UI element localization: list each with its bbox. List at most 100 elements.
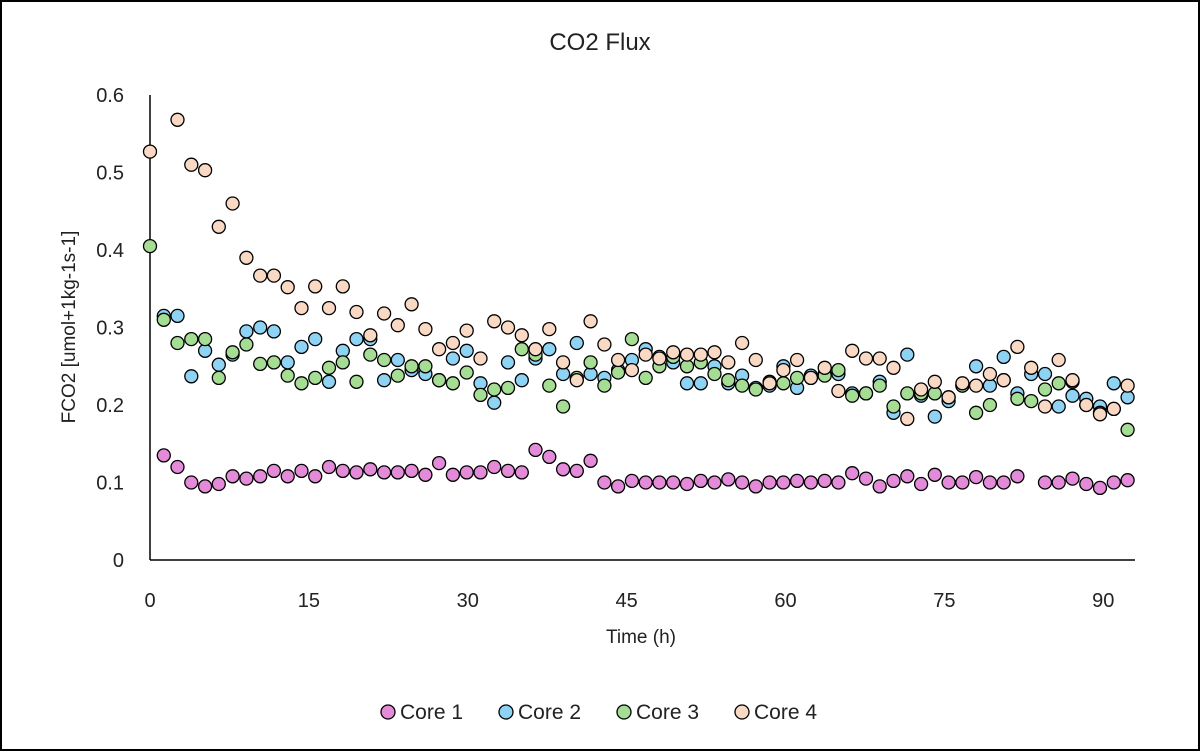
data-point [211,219,226,234]
data-point [404,359,419,374]
data-point [294,463,309,479]
data-point [831,362,846,378]
data-point [1065,388,1080,403]
data-point [528,342,543,357]
data-point [253,469,268,484]
data-point [858,471,874,486]
data-point [721,472,736,487]
data-point [610,352,626,368]
data-point [1079,476,1094,492]
data-point [459,343,474,358]
data-point [542,321,557,337]
data-point [1079,397,1094,413]
data-point [225,345,240,360]
data-point [487,382,502,397]
chart-title: CO2 Flux [549,29,650,56]
data-point [817,360,832,375]
data-point [266,355,282,370]
y-tick-label: 0.1 [96,473,124,495]
data-point [597,475,612,490]
data-point [335,463,350,479]
data-point [858,386,874,401]
y-axis-title: FCO2 [umol+1kg-1s-1] [59,231,80,424]
data-point [610,365,626,380]
data-point [294,300,309,316]
data-point [872,378,887,393]
data-point [1024,360,1039,375]
data-point [500,320,516,335]
data-point [500,463,516,479]
data-point [335,355,350,370]
data-point [170,335,185,351]
data-point [294,376,309,391]
data-point [583,314,598,329]
data-point [748,352,763,368]
data-point [445,376,461,391]
data-point [376,373,392,388]
data-point [858,351,874,366]
data-point [1065,373,1080,388]
data-point [955,475,970,490]
data-point [583,355,598,370]
data-point [239,324,254,339]
x-axis-ticks: 0 15 30 45 60 75 90 [144,590,1114,612]
data-point [473,387,488,403]
data-point [1010,391,1025,406]
data-point [734,475,750,490]
data-point [569,463,584,479]
data-point [253,356,268,372]
data-point [211,476,226,492]
legend-marker [616,704,632,720]
data-point [886,473,901,489]
data-point [335,279,350,294]
data-point [624,331,640,347]
data-point [872,351,887,366]
data-point [280,368,295,383]
data-point [707,475,722,490]
x-tick-label: 90 [1092,590,1114,612]
data-point [831,475,846,490]
data-point [142,238,158,254]
data-point [748,382,763,397]
data-point [1106,376,1121,391]
data-point [445,335,461,351]
data-point [1120,378,1135,393]
data-point [941,475,956,490]
data-point [253,268,268,283]
data-point [927,374,942,389]
data-point [624,362,640,378]
legend-label: Core 2 [518,701,581,724]
data-point [239,250,254,265]
data-point [900,411,915,427]
data-point [583,453,598,468]
data-point [624,473,640,489]
data-point [184,157,199,172]
data-point [487,314,502,329]
data-point [1051,376,1066,391]
legend: Core 1 Core 2 Core 3 Core 4 [380,701,817,724]
legend-marker [380,704,396,720]
data-point [349,374,364,389]
data-point [1037,399,1053,414]
data-point [762,376,777,391]
data-point [197,163,213,178]
legend-item: Core 3 [616,701,699,724]
data-point [707,345,722,360]
data-point [707,366,722,382]
data-point [845,466,860,481]
data-point [941,390,956,405]
legend-item: Core 4 [734,701,817,724]
data-point [363,347,378,362]
data-point [982,397,998,413]
data-point [170,112,185,127]
data-point [982,366,998,382]
data-point [390,352,405,368]
x-tick-label: 60 [774,590,796,612]
data-point [445,467,461,482]
data-point [638,475,653,490]
data-point [886,360,901,375]
data-point [693,347,708,362]
data-point [363,462,378,477]
legend-label: Core 3 [636,701,699,724]
data-point [321,374,337,389]
